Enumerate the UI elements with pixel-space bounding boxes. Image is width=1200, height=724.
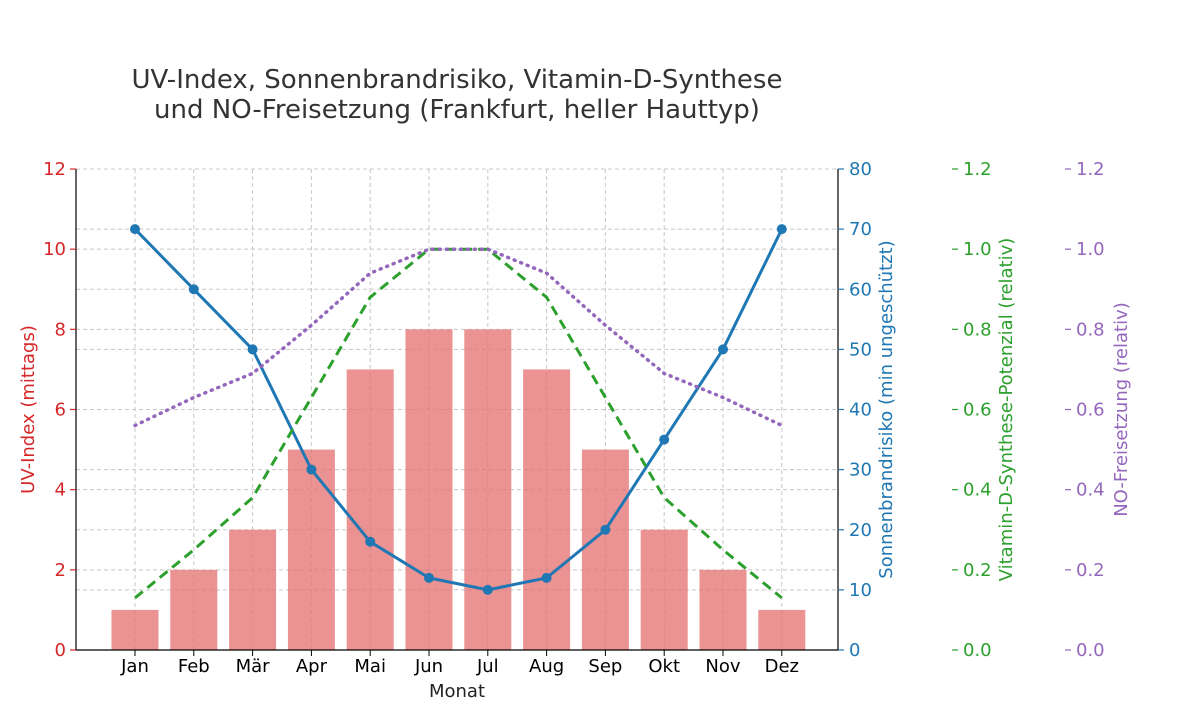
vitd-tick-label-0.6: 0.6 <box>963 400 992 421</box>
bar-Sep <box>581 449 629 650</box>
x-tick-label-Aug: Aug <box>529 656 564 677</box>
x-tick-label-Dez: Dez <box>765 656 799 677</box>
bar-Jan <box>111 609 159 650</box>
vitd-axis-label: Vitamin-D-Synthese-Potenzial (relativ) <box>996 238 1017 582</box>
no-tick-label-1.2: 1.2 <box>1076 159 1105 180</box>
no-tick-label-0.6: 0.6 <box>1076 400 1105 421</box>
marker-burn-Apr <box>306 464 317 475</box>
x-tick-label-Apr: Apr <box>296 656 328 677</box>
vitd-tick-label-1.2: 1.2 <box>963 159 992 180</box>
bar-Apr <box>287 449 335 650</box>
vitd-tick-label-0.8: 0.8 <box>963 319 992 340</box>
marker-burn-Dez <box>776 224 787 235</box>
marker-burn-Mai <box>365 536 376 547</box>
no-axis-label: NO-Freisetzung (relativ) <box>1111 302 1132 517</box>
x-tick-label-Okt: Okt <box>648 656 680 677</box>
marker-burn-Jul <box>482 584 493 595</box>
uv-tick-label-10: 10 <box>43 239 66 260</box>
chart-title-line2: und NO-Freisetzung (Frankfurt, heller Ha… <box>154 95 760 125</box>
marker-burn-Sep <box>600 524 611 535</box>
uv-tick-label-0: 0 <box>55 640 66 661</box>
burn-tick-label-50: 50 <box>849 339 872 360</box>
line-layer <box>130 224 787 600</box>
bar-Nov <box>699 569 747 650</box>
no-tick-label-0.2: 0.2 <box>1076 560 1105 581</box>
burn-tick-label-40: 40 <box>849 400 872 421</box>
burn-tick-label-60: 60 <box>849 279 872 300</box>
marker-burn-Mär <box>247 344 258 355</box>
burn-tick-label-20: 20 <box>849 520 872 541</box>
x-tick-label-Jan: Jan <box>120 656 149 677</box>
x-tick-label-Jun: Jun <box>414 656 443 677</box>
x-tick-label-Mär: Mär <box>236 656 271 677</box>
marker-burn-Feb <box>188 284 199 295</box>
vitd-tick-label-0.2: 0.2 <box>963 560 992 581</box>
x-tick-label-Jul: Jul <box>476 656 499 677</box>
marker-burn-Okt <box>659 434 670 445</box>
bar-Aug <box>523 369 571 650</box>
burn-axis-label: Sonnenbrandrisiko (min ungeschützt) <box>876 240 897 578</box>
bar-Dez <box>758 609 806 650</box>
bar-Mai <box>346 369 394 650</box>
uv-tick-label-4: 4 <box>55 480 66 501</box>
burn-tick-label-10: 10 <box>849 580 872 601</box>
no-tick-label-0.0: 0.0 <box>1076 640 1105 661</box>
line-burn <box>133 228 784 592</box>
x-axis-label: Monat <box>429 681 485 702</box>
x-tick-label-Feb: Feb <box>178 656 210 677</box>
burn-tick-label-80: 80 <box>849 159 872 180</box>
burn-tick-label-0: 0 <box>849 640 860 661</box>
axis-layer: Jan Feb Mär Apr Mai Jun Jul Aug Sep Okt Nov Dez 0 2 4 6… <box>18 159 1132 677</box>
x-tick-label-Nov: Nov <box>705 656 740 677</box>
line-no <box>133 247 784 428</box>
uv-tick-label-12: 12 <box>43 159 66 180</box>
chart-title-line1: UV-Index, Sonnenbrandrisiko, Vitamin-D-S… <box>132 65 783 95</box>
vitd-tick-label-0.4: 0.4 <box>963 480 992 501</box>
bar-Jul <box>464 329 512 650</box>
x-tick-label-Sep: Sep <box>588 656 622 677</box>
uv-tick-label-8: 8 <box>55 319 66 340</box>
bar-Okt <box>640 529 688 650</box>
bar-Feb <box>170 569 218 650</box>
uv-tick-label-6: 6 <box>55 400 66 421</box>
no-tick-label-1.0: 1.0 <box>1076 239 1105 260</box>
vitd-tick-label-0.0: 0.0 <box>963 640 992 661</box>
vitd-tick-label-1.0: 1.0 <box>963 239 992 260</box>
marker-burn-Nov <box>718 344 728 355</box>
burn-tick-label-30: 30 <box>849 460 872 481</box>
bar-Mär <box>229 529 277 650</box>
bar-Jun <box>405 329 453 650</box>
bar-layer <box>111 329 806 650</box>
x-tick-label-Mai: Mai <box>354 656 386 677</box>
no-tick-label-0.4: 0.4 <box>1076 480 1105 501</box>
marker-burn-Aug <box>541 572 552 583</box>
uv-tick-label-2: 2 <box>55 560 66 581</box>
no-tick-label-0.8: 0.8 <box>1076 319 1105 340</box>
uv-axis-label: UV-Index (mittags) <box>18 325 39 494</box>
burn-tick-label-70: 70 <box>849 219 872 240</box>
marker-burn-Jun <box>424 572 434 583</box>
marker-burn-Jan <box>130 224 140 235</box>
